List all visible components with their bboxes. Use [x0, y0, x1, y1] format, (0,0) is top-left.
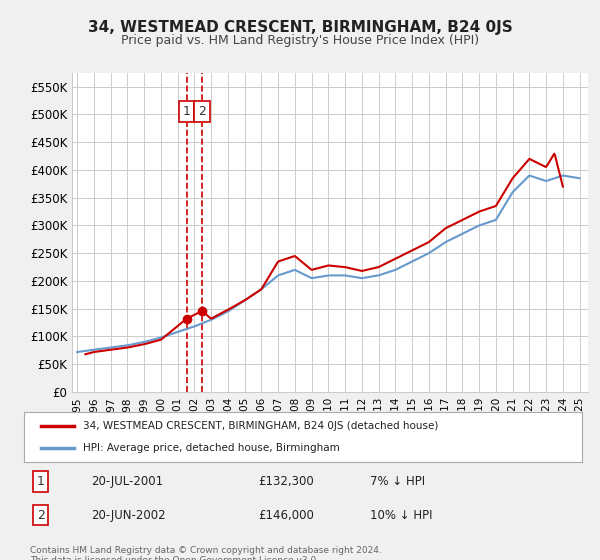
- Text: Price paid vs. HM Land Registry's House Price Index (HPI): Price paid vs. HM Land Registry's House …: [121, 34, 479, 46]
- Text: Contains HM Land Registry data © Crown copyright and database right 2024.
This d: Contains HM Land Registry data © Crown c…: [30, 546, 382, 560]
- Text: 2: 2: [198, 105, 206, 118]
- Text: 20-JUN-2002: 20-JUN-2002: [91, 508, 166, 522]
- Text: 7% ↓ HPI: 7% ↓ HPI: [370, 475, 425, 488]
- Text: 20-JUL-2001: 20-JUL-2001: [91, 475, 163, 488]
- Text: 34, WESTMEAD CRESCENT, BIRMINGHAM, B24 0JS: 34, WESTMEAD CRESCENT, BIRMINGHAM, B24 0…: [88, 20, 512, 35]
- Text: 2: 2: [37, 508, 44, 522]
- Text: 34, WESTMEAD CRESCENT, BIRMINGHAM, B24 0JS (detached house): 34, WESTMEAD CRESCENT, BIRMINGHAM, B24 0…: [83, 421, 438, 431]
- Text: HPI: Average price, detached house, Birmingham: HPI: Average price, detached house, Birm…: [83, 443, 340, 453]
- Text: 1: 1: [37, 475, 44, 488]
- Text: 10% ↓ HPI: 10% ↓ HPI: [370, 508, 433, 522]
- Text: 1: 1: [183, 105, 191, 118]
- Text: £132,300: £132,300: [259, 475, 314, 488]
- Text: £146,000: £146,000: [259, 508, 314, 522]
